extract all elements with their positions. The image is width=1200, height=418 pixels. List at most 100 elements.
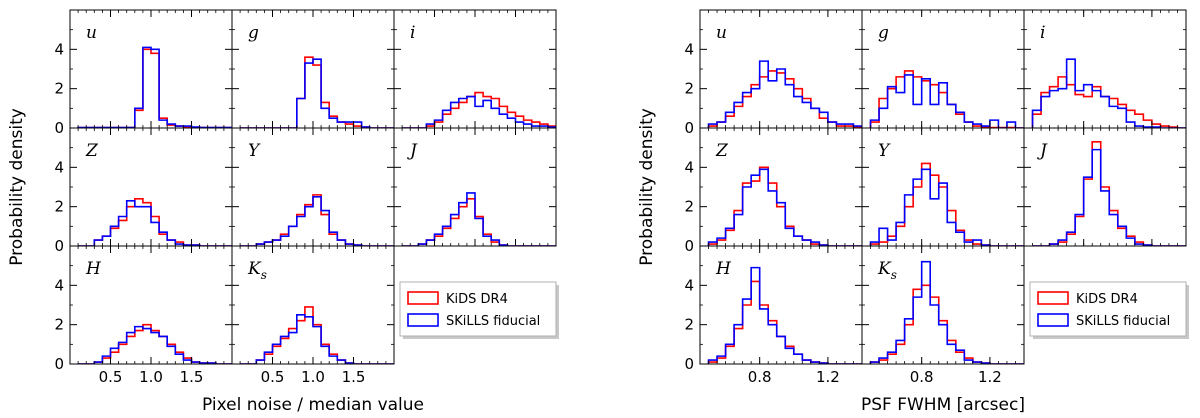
hist-kids-dr4-g: [240, 56, 394, 128]
band-label: Z: [715, 141, 729, 161]
band-label: Y: [248, 141, 261, 161]
y-tick-label: 4: [684, 40, 694, 58]
x-axis-label: PSF FWHM [arcsec]: [861, 395, 1025, 415]
panel-Z-2: Z: [699, 127, 863, 247]
y-tick-label: 0: [684, 355, 694, 373]
chart-2: u 0 2 4 g i Z 0 2 4 Y J H 0 2 4 0.8 1.2 Ks 0.8 1.2 Probabilit…: [637, 9, 1189, 415]
panel-J-1: J: [393, 127, 557, 247]
y-tick-label: 0: [684, 237, 694, 255]
y-tick-label: 2: [54, 198, 64, 216]
y-tick-label: 0: [684, 119, 694, 137]
band-label: J: [1037, 141, 1048, 161]
hist-skills-fiducial-g: [869, 74, 1024, 128]
hist-kids-dr4-Y: [240, 194, 394, 246]
legend-label: KiDS DR4: [1076, 292, 1138, 307]
x-tick-label: 1.0: [139, 368, 163, 386]
hist-kids-dr4-J: [402, 198, 556, 246]
band-label: g: [248, 23, 259, 43]
x-tick-label: 1.2: [816, 368, 840, 386]
band-label: Y: [878, 141, 891, 161]
y-tick-label: 2: [684, 316, 694, 334]
band-label: i: [410, 23, 415, 43]
band-label: i: [1040, 23, 1045, 43]
hist-skills-fiducial-i: [402, 95, 556, 128]
hist-skills-fiducial-Z: [78, 199, 232, 246]
hist-skills-fiducial-Y: [869, 168, 1024, 246]
hist-kids-dr4-H: [707, 280, 862, 364]
x-tick-label: 0.8: [748, 368, 772, 386]
x-tick-label: 1.0: [301, 368, 325, 386]
y-tick-label: 4: [54, 158, 64, 176]
legend-label: KiDS DR4: [446, 292, 508, 307]
legend-swatch-skills-fiducial: [1037, 313, 1069, 327]
y-tick-label: 2: [684, 198, 694, 216]
y-axis-label: Probability density: [7, 108, 27, 266]
legend: KiDS DR4 SKiLLS fiducial: [1029, 281, 1189, 339]
x-tick-label: 0.8: [910, 368, 934, 386]
hist-skills-fiducial-u: [77, 46, 232, 128]
y-tick-label: 0: [54, 119, 64, 137]
hist-skills-fiducial-Ks: [869, 260, 1024, 364]
legend-label: SKiLLS fiducial: [446, 314, 540, 329]
hist-skills-fiducial-H: [78, 325, 232, 364]
band-label: H: [85, 259, 102, 279]
y-tick-label: 4: [684, 276, 694, 294]
legend: KiDS DR4 SKiLLS fiducial: [399, 281, 559, 339]
hist-skills-fiducial-Z: [707, 168, 862, 246]
panel-H-1: H: [69, 245, 233, 365]
panel-frame: [393, 9, 557, 129]
panel-u-1: u: [69, 9, 233, 129]
hist-skills-fiducial-J: [402, 192, 556, 246]
panel-i-1: i: [393, 9, 557, 129]
y-tick-label: 4: [684, 158, 694, 176]
hist-kids-dr4-Ks: [240, 306, 394, 364]
y-tick-label: 2: [54, 80, 64, 98]
hist-kids-dr4-H: [78, 323, 232, 364]
hist-skills-fiducial-g: [240, 58, 394, 128]
chart-1: u 0 2 4 g i Z 0 2 4 Y J H 0 2 4 0.5 1.0 1.5 Ks 0.5 1.0 1.5 Prob…: [7, 9, 559, 415]
y-tick-label: 2: [684, 80, 694, 98]
band-label: u: [86, 23, 97, 43]
y-tick-label: 4: [54, 276, 64, 294]
y-tick-label: 4: [54, 40, 64, 58]
panel-Ks-1: Ks: [231, 245, 395, 365]
x-axis-label: Pixel noise / median value: [202, 395, 424, 415]
y-tick-label: 2: [54, 316, 64, 334]
legend-box: [399, 281, 557, 337]
panel-u-2: u: [699, 9, 863, 129]
x-tick-label: 0.5: [261, 368, 285, 386]
panel-g-1: g: [231, 9, 395, 129]
legend-box: [1029, 281, 1187, 337]
legend-swatch-kids-dr4: [1037, 291, 1069, 305]
band-label: H: [715, 259, 732, 279]
panel-g-2: g: [861, 9, 1025, 129]
panel-Y-1: Y: [231, 127, 395, 247]
band-label: Z: [85, 141, 99, 161]
legend-swatch-kids-dr4: [407, 291, 439, 305]
y-tick-label: 0: [54, 237, 64, 255]
hist-skills-fiducial-H: [707, 266, 862, 364]
panel-Y-2: Y: [861, 127, 1025, 247]
hist-skills-fiducial-u: [707, 60, 862, 128]
panel-J-2: J: [1023, 127, 1187, 247]
hist-skills-fiducial-Ks: [240, 314, 394, 364]
panel-i-2: i: [1023, 9, 1187, 129]
hist-skills-fiducial-J: [1032, 148, 1186, 246]
y-tick-label: 0: [54, 355, 64, 373]
band-label: Ks: [877, 259, 897, 282]
band-label: J: [407, 141, 418, 161]
x-tick-label: 1.2: [978, 368, 1002, 386]
panel-frame: [393, 127, 557, 247]
legend-swatch-skills-fiducial: [407, 313, 439, 327]
x-tick-label: 1.5: [342, 368, 366, 386]
hist-kids-dr4-u: [77, 48, 232, 128]
hist-skills-fiducial-Y: [240, 196, 394, 246]
panel-frame: [1023, 9, 1187, 129]
panel-H-2: H: [699, 245, 863, 365]
y-axis-label: Probability density: [637, 108, 657, 266]
legend-label: SKiLLS fiducial: [1076, 314, 1170, 329]
panel-Ks-2: Ks: [861, 245, 1025, 365]
hist-skills-fiducial-i: [1031, 58, 1186, 128]
panel-Z-1: Z: [69, 127, 233, 247]
